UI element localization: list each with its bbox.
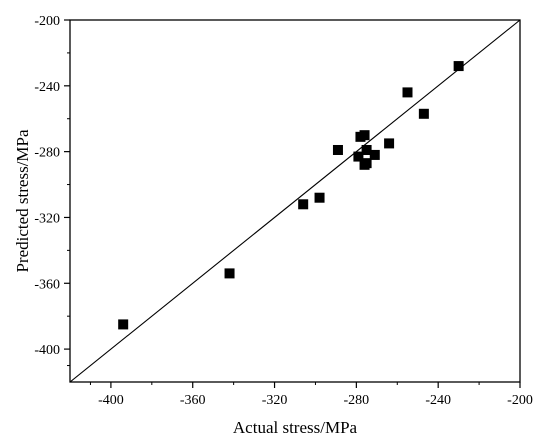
x-axis-title: Actual stress/MPa	[233, 418, 358, 437]
data-point	[332, 144, 343, 155]
x-tick-label: -360	[180, 393, 206, 408]
y-tick-label: -360	[34, 277, 60, 292]
y-tick-label: -400	[34, 343, 60, 358]
data-point	[453, 61, 464, 72]
data-point	[118, 319, 129, 330]
y-axis-title: Predicted stress/MPa	[13, 129, 32, 273]
data-point	[353, 151, 364, 162]
plot-frame	[69, 19, 521, 383]
data-point	[418, 108, 429, 119]
y-tick-label: -240	[34, 80, 60, 95]
y-tick-label: -280	[34, 146, 60, 161]
data-point	[298, 199, 309, 210]
data-point	[384, 138, 395, 149]
points-layer	[118, 61, 464, 330]
identity-reference-line	[69, 19, 521, 383]
y-tick-label: -200	[34, 14, 60, 29]
x-tick-label: -280	[344, 393, 370, 408]
data-point	[369, 149, 380, 160]
tick-labels-layer: -400 -360 -320 -280 -240 -200 -400 -360 -320 -280…	[34, 14, 533, 408]
data-point	[359, 130, 370, 141]
y-tick-label: -320	[34, 211, 60, 226]
x-tick-label: -320	[262, 393, 288, 408]
x-tick-label: -200	[507, 393, 533, 408]
x-tick-label: -240	[425, 393, 451, 408]
data-point	[359, 159, 370, 170]
data-point	[224, 268, 235, 279]
data-point	[314, 192, 325, 203]
data-point	[402, 87, 413, 98]
x-tick-label: -400	[98, 393, 124, 408]
data-point	[361, 144, 372, 155]
